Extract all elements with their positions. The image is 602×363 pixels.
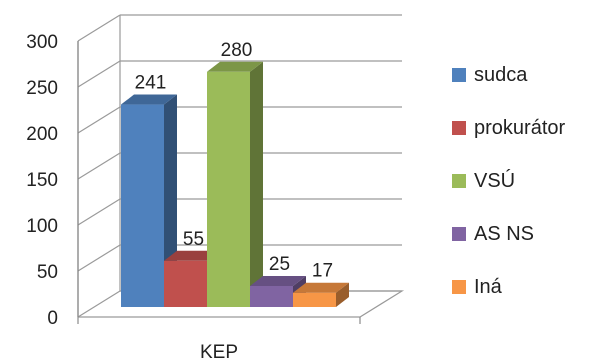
y-tick-label: 0: [47, 308, 58, 329]
x-category-label: KEP: [200, 342, 238, 363]
legend-item-vsu: VSÚ: [452, 168, 565, 194]
y-tick-label: 300: [26, 32, 58, 53]
bar-side-2: [250, 61, 263, 307]
data-label: 25: [269, 254, 290, 275]
bar-top-0: [121, 94, 177, 105]
data-label: 17: [312, 261, 333, 282]
y-tick-label: 200: [26, 124, 58, 145]
legend-item-sudca: sudca: [452, 62, 565, 88]
bar-top-4: [293, 282, 349, 293]
bar-VSÚ: [207, 71, 250, 307]
legend: sudca prokurátor VSÚ AS NS Iná: [452, 62, 565, 327]
legend-label: sudca: [474, 63, 528, 86]
y-tick-label: 50: [37, 262, 58, 283]
gridline-diagonal: [77, 244, 121, 272]
bar-prokurátor: [164, 260, 207, 307]
bar-Iná: [293, 292, 336, 307]
bar-top-3: [250, 276, 306, 286]
y-tick-label: 150: [26, 170, 58, 191]
legend-item-prokurator: prokurátor: [452, 115, 565, 141]
bar-top-1: [164, 250, 220, 261]
legend-swatch: [452, 227, 466, 241]
legend-item-ina: Iná: [452, 274, 565, 300]
labels-layer: 0 50 100 150 200 250 300 241 55 280 25 17 KEP: [26, 32, 333, 363]
gridline-diagonal: [77, 152, 121, 180]
bar-side-4: [336, 282, 349, 307]
gridline-diagonal: [77, 198, 121, 226]
legend-swatch: [452, 280, 466, 294]
data-label: 280: [221, 40, 253, 61]
legend-swatch: [452, 121, 466, 135]
y-tick-label: 100: [26, 216, 58, 237]
data-label: 55: [183, 229, 204, 250]
legend-label: prokurátor: [474, 116, 566, 139]
legend-swatch: [452, 68, 466, 82]
bars-layer: [121, 61, 349, 307]
y-tick-label: 250: [26, 78, 58, 99]
bar-top-2: [207, 61, 263, 72]
gridline-diagonal: [77, 290, 121, 318]
bar-sudca: [121, 104, 164, 307]
data-label: 241: [135, 73, 167, 94]
gridline-diagonal: [77, 60, 121, 88]
legend-item-as-ns: AS NS: [452, 221, 565, 247]
legend-label: VSÚ: [474, 169, 516, 192]
gridline-diagonal: [77, 14, 121, 42]
legend-label: AS NS: [474, 222, 535, 245]
bar-AS NS: [250, 286, 293, 307]
legend-label: Iná: [474, 275, 502, 298]
gridline-diagonal: [77, 106, 121, 134]
legend-swatch: [452, 174, 466, 188]
